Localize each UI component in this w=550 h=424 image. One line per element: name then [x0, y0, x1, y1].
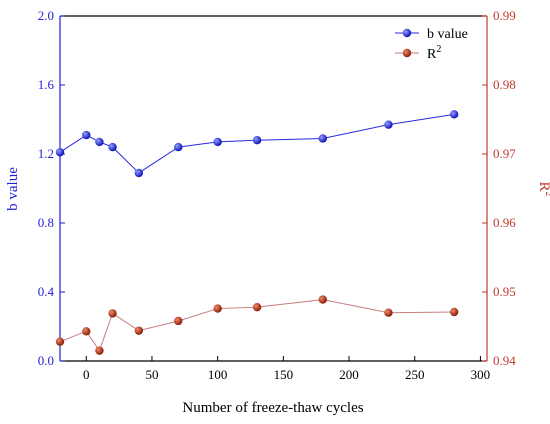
x-tick-label: 250 [405, 367, 425, 382]
right-y-axis: 0.94 0.95 0.96 0.97 0.98 0.99 [482, 8, 516, 368]
data-point-r2 [82, 327, 91, 336]
right-tick-label: 0.98 [493, 77, 516, 92]
x-axis: 0 50 100 150 200 250 300 [83, 356, 490, 382]
series-layer [55, 110, 459, 355]
data-point-b-value [213, 137, 222, 147]
data-point-b-value [318, 134, 327, 143]
data-point-r2 [108, 309, 117, 318]
data-point-r2 [134, 326, 144, 335]
left-tick-label: 0.0 [38, 353, 54, 368]
legend-label-text: b value [427, 27, 468, 42]
data-point-b-value [449, 110, 459, 119]
right-tick-label: 0.96 [493, 215, 516, 230]
x-tick-label: 200 [339, 367, 359, 382]
right-axis-label-base: R [536, 181, 550, 191]
legend-label-text: R [427, 47, 437, 62]
data-point-b-value [55, 148, 65, 157]
x-axis-label: Number of freeze-thaw cycles [182, 400, 363, 416]
data-point-r2 [384, 308, 393, 317]
x-tick-label: 100 [208, 367, 228, 382]
data-point-r2 [95, 346, 104, 355]
data-point-b-value [384, 120, 393, 129]
left-tick-label: 1.2 [38, 146, 54, 161]
data-point-r2 [252, 302, 262, 312]
data-point-b-value [252, 136, 262, 145]
right-axis-label-superscript: 2 [543, 192, 550, 197]
left-tick-label: 0.4 [38, 284, 55, 299]
data-point-r2 [174, 316, 183, 326]
x-tick-label: 150 [274, 367, 294, 382]
data-point-b-value [82, 130, 91, 140]
plot-frame [59, 15, 488, 362]
data-point-b-value [134, 168, 144, 178]
x-tick-label: 0 [83, 367, 90, 382]
right-tick-label: 0.97 [493, 146, 516, 161]
data-point-r2 [449, 307, 459, 317]
left-tick-label: 0.8 [38, 215, 54, 230]
legend-marker [402, 48, 412, 58]
data-point-r2 [318, 295, 327, 304]
left-y-axis-label: b value [5, 167, 21, 211]
legend: b value R2 [395, 27, 468, 62]
left-tick-label: 2.0 [38, 8, 54, 23]
data-point-b-value [174, 142, 183, 152]
right-tick-label: 0.99 [493, 8, 516, 23]
data-point-b-value [108, 142, 117, 152]
right-tick-label: 0.95 [493, 284, 516, 299]
legend-label-superscript: 2 [436, 44, 441, 55]
legend-label: R2 [427, 44, 441, 62]
data-point-r2 [213, 304, 222, 313]
right-tick-label: 0.94 [493, 353, 516, 368]
x-tick-label: 300 [471, 367, 491, 382]
right-y-axis-label: R2 [536, 181, 550, 196]
legend-label: b value [427, 27, 468, 42]
data-point-r2 [55, 337, 65, 346]
x-tick-label: 50 [145, 367, 158, 382]
left-y-axis: 0.0 0.4 0.8 1.2 1.6 2.0 [38, 8, 65, 368]
legend-marker [402, 28, 412, 38]
data-point-b-value [95, 137, 104, 147]
left-tick-label: 1.6 [38, 77, 55, 92]
